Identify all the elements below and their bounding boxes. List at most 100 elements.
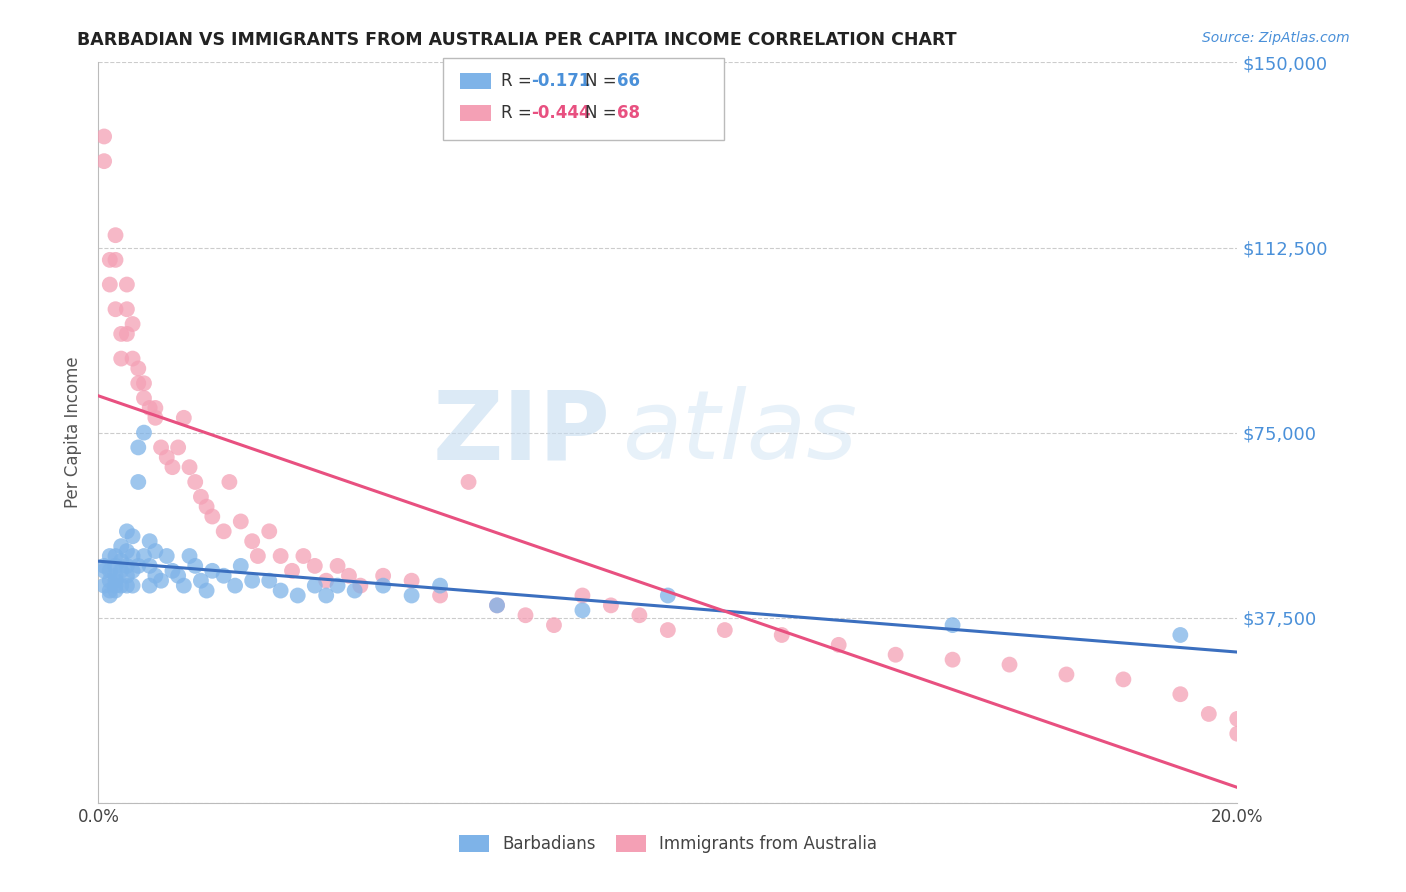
Point xyxy=(115,568,138,582)
Point xyxy=(127,361,149,376)
Point xyxy=(110,564,132,578)
Point xyxy=(110,351,132,366)
Point xyxy=(121,351,143,366)
Point xyxy=(304,558,326,573)
Point xyxy=(93,579,115,593)
Point xyxy=(162,564,184,578)
Point xyxy=(600,599,623,613)
Point xyxy=(115,544,138,558)
Point xyxy=(714,623,737,637)
Point xyxy=(240,534,263,549)
Text: Source: ZipAtlas.com: Source: ZipAtlas.com xyxy=(1202,31,1350,45)
Text: -0.171: -0.171 xyxy=(531,72,591,90)
Point xyxy=(349,579,371,593)
Point xyxy=(246,549,269,563)
Point xyxy=(315,574,337,588)
Point xyxy=(1170,628,1192,642)
Point xyxy=(429,579,451,593)
Text: ZIP: ZIP xyxy=(433,386,612,479)
Point xyxy=(93,154,115,169)
Point xyxy=(98,589,121,603)
Point xyxy=(1112,673,1135,687)
Point xyxy=(127,475,149,489)
Point xyxy=(104,228,127,243)
Point xyxy=(287,589,309,603)
Point xyxy=(292,549,315,563)
Point xyxy=(138,401,160,415)
Point xyxy=(224,579,246,593)
Point xyxy=(240,574,263,588)
Point xyxy=(373,579,395,593)
Point xyxy=(201,564,224,578)
Point xyxy=(98,583,121,598)
Point xyxy=(184,475,207,489)
Point xyxy=(1226,712,1249,726)
Point xyxy=(179,460,201,475)
Point xyxy=(104,574,127,588)
Point xyxy=(115,579,138,593)
Point xyxy=(98,574,121,588)
Point xyxy=(315,589,337,603)
Text: 66: 66 xyxy=(617,72,640,90)
Point xyxy=(571,603,593,617)
Point xyxy=(326,558,349,573)
Point xyxy=(121,564,143,578)
Point xyxy=(104,579,127,593)
Point xyxy=(110,326,132,341)
Text: R =: R = xyxy=(501,72,537,90)
Point xyxy=(218,475,240,489)
Point xyxy=(229,515,252,529)
Point xyxy=(98,549,121,563)
Point xyxy=(104,558,127,573)
Point xyxy=(212,524,235,539)
Point xyxy=(401,589,423,603)
Point xyxy=(132,549,155,563)
Point xyxy=(1170,687,1192,701)
Point xyxy=(190,490,212,504)
Point xyxy=(115,524,138,539)
Point xyxy=(828,638,851,652)
Point xyxy=(156,450,179,465)
Point xyxy=(429,589,451,603)
Point xyxy=(326,579,349,593)
Point xyxy=(173,410,195,425)
Point xyxy=(115,277,138,292)
Point xyxy=(304,579,326,593)
Point xyxy=(195,500,218,514)
Point xyxy=(121,317,143,331)
Point xyxy=(259,524,281,539)
Point xyxy=(343,583,366,598)
Point xyxy=(179,549,201,563)
Point xyxy=(884,648,907,662)
Point xyxy=(156,549,179,563)
Point xyxy=(942,618,965,632)
Point xyxy=(98,277,121,292)
Text: N =: N = xyxy=(585,104,621,122)
Point xyxy=(184,558,207,573)
Point xyxy=(281,564,304,578)
Point xyxy=(104,302,127,317)
Point xyxy=(115,558,138,573)
Point xyxy=(657,589,679,603)
Point xyxy=(121,549,143,563)
Point xyxy=(127,376,149,391)
Point xyxy=(229,558,252,573)
Y-axis label: Per Capita Income: Per Capita Income xyxy=(65,357,83,508)
Point xyxy=(115,302,138,317)
Point xyxy=(270,583,292,598)
Point xyxy=(132,376,155,391)
Point xyxy=(628,608,651,623)
Point xyxy=(167,441,190,455)
Point xyxy=(132,391,155,405)
Point xyxy=(657,623,679,637)
Point xyxy=(543,618,565,632)
Point xyxy=(104,549,127,563)
Point xyxy=(110,579,132,593)
Point xyxy=(104,583,127,598)
Point xyxy=(93,564,115,578)
Text: N =: N = xyxy=(585,72,621,90)
Point xyxy=(104,252,127,267)
Point xyxy=(145,410,167,425)
Point xyxy=(98,252,121,267)
Point xyxy=(401,574,423,588)
